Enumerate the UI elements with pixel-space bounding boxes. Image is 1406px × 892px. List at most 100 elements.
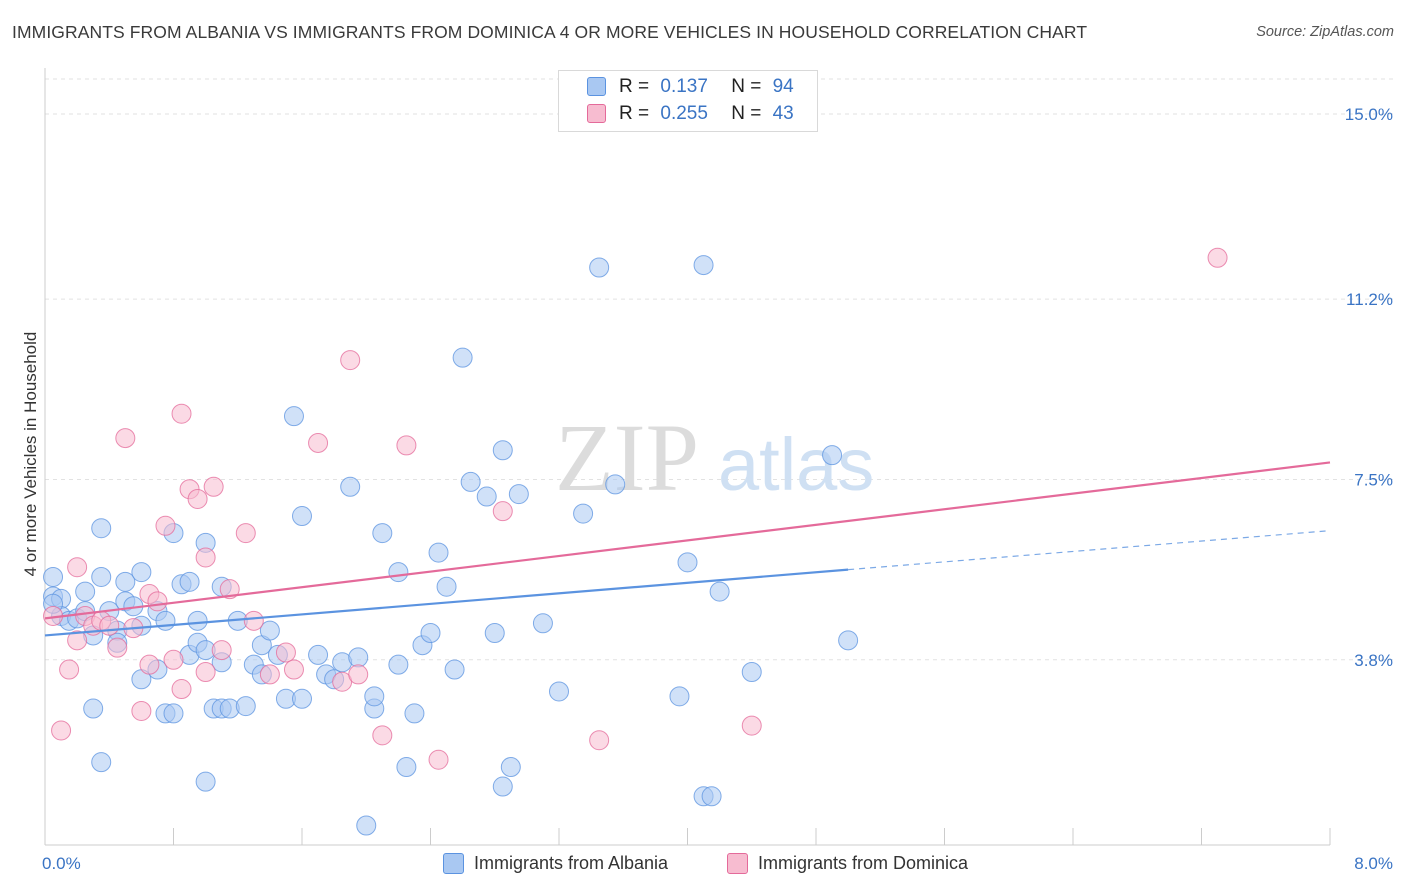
legend-r-label: R = xyxy=(619,76,650,97)
dominica-point xyxy=(428,749,449,770)
albania-point xyxy=(179,571,200,592)
dominica-point xyxy=(67,630,88,651)
legend-n-value: 94 xyxy=(772,76,794,97)
albania-point xyxy=(532,613,553,634)
albania-point xyxy=(75,581,96,602)
dominica-point xyxy=(741,715,762,736)
legend-swatch-dominica xyxy=(727,853,748,874)
dominica-point xyxy=(131,700,152,721)
legend-label-albania: Immigrants from Albania xyxy=(474,853,669,873)
dominica-point xyxy=(115,428,136,449)
dominica-point xyxy=(396,435,417,456)
x-tick-label-max: 8.0% xyxy=(1354,854,1393,873)
albania-point xyxy=(838,630,859,651)
albania-point xyxy=(476,486,497,507)
albania-point xyxy=(163,703,184,724)
axes xyxy=(44,68,1331,846)
dominica-point xyxy=(139,654,160,675)
albania-point xyxy=(308,644,329,665)
albania-point xyxy=(589,257,610,278)
albania-point xyxy=(436,576,457,597)
albania-point xyxy=(283,406,304,427)
chart-source: Source: ZipAtlas.com xyxy=(1256,24,1394,40)
dominica-point xyxy=(195,547,216,568)
dominica-point xyxy=(235,523,256,544)
legend-label-dominica: Immigrants from Dominica xyxy=(758,853,969,873)
watermark-atlas: atlas xyxy=(718,423,874,506)
dominica-point xyxy=(492,501,513,522)
albania-point xyxy=(388,562,409,583)
albania-point xyxy=(709,581,730,602)
legend-r-label: R = xyxy=(619,103,650,124)
albania-point xyxy=(822,445,843,466)
y-axis-label: 4 or more Vehicles in Household xyxy=(21,332,40,577)
albania-point xyxy=(452,347,473,368)
albania-point xyxy=(292,506,312,527)
dominica-point xyxy=(171,403,192,424)
albania-point xyxy=(364,686,385,707)
dominica-point xyxy=(99,615,120,636)
dominica-point xyxy=(59,659,80,680)
dominica-point xyxy=(372,725,393,746)
legend-swatch-albania xyxy=(443,853,464,874)
dominica-point xyxy=(308,432,329,453)
y-tick-label: 11.2% xyxy=(1346,290,1393,309)
dominica-point xyxy=(589,730,610,751)
y-tick-label: 15.0% xyxy=(1345,105,1393,124)
albania-point xyxy=(235,696,256,717)
dominica-point xyxy=(67,557,88,578)
y-tick-label: 7.5% xyxy=(1354,470,1393,489)
albania-trend-line xyxy=(44,568,849,637)
albania-point xyxy=(388,654,409,675)
albania-point xyxy=(677,552,698,573)
x-tick-label-min: 0.0% xyxy=(42,854,81,873)
watermark-zip: ZIP xyxy=(555,404,699,511)
watermark: ZIP atlas xyxy=(555,404,874,511)
dominica-point xyxy=(107,637,128,658)
dominica-point xyxy=(203,476,224,497)
albania-point xyxy=(292,688,312,709)
albania-point xyxy=(131,562,152,583)
dominica-point xyxy=(348,664,369,685)
albania-point xyxy=(187,610,208,631)
albania-point xyxy=(340,476,361,497)
legend-n-label: N = xyxy=(731,76,762,97)
albania-point xyxy=(508,484,529,505)
albania-point xyxy=(669,686,690,707)
dominica-point xyxy=(243,610,264,631)
legend-swatch-albania xyxy=(587,77,606,96)
albania-point xyxy=(155,610,176,631)
albania-point xyxy=(259,620,280,641)
dominica-point xyxy=(187,488,208,509)
dominica-point xyxy=(283,659,304,680)
dominica-point xyxy=(155,515,176,536)
albania-point xyxy=(693,255,714,276)
albania-point xyxy=(549,681,569,702)
chart-title: IMMIGRANTS FROM ALBANIA VS IMMIGRANTS FR… xyxy=(12,22,1088,42)
albania-point xyxy=(428,542,449,563)
albania-point xyxy=(43,566,64,587)
y-tick-labels: 3.8% 7.5% 11.2% 15.0% xyxy=(1345,105,1393,670)
dominica-point xyxy=(163,649,184,670)
albania-point xyxy=(356,815,377,836)
albania-point xyxy=(701,786,722,807)
series-legend: Immigrants from Albania Immigrants from … xyxy=(0,852,1406,878)
albania-point xyxy=(741,661,762,682)
albania-point xyxy=(372,523,393,544)
y-tick-label: 3.8% xyxy=(1354,651,1393,670)
dominica-point xyxy=(275,642,296,663)
albania-point xyxy=(348,647,369,668)
albania-point xyxy=(444,659,465,680)
albania-trend-extension xyxy=(848,530,1331,571)
albania-point xyxy=(460,471,481,492)
albania-point xyxy=(500,757,521,778)
dominica-point xyxy=(171,679,192,700)
albania-point xyxy=(396,757,417,778)
albania-point xyxy=(492,776,513,797)
albania-point xyxy=(115,571,136,592)
legend-r-value: 0.255 xyxy=(660,103,708,124)
legend-swatch-dominica xyxy=(587,104,606,123)
albania-point xyxy=(91,566,112,587)
dominica-point xyxy=(51,720,72,741)
legend-n-label: N = xyxy=(731,103,762,124)
